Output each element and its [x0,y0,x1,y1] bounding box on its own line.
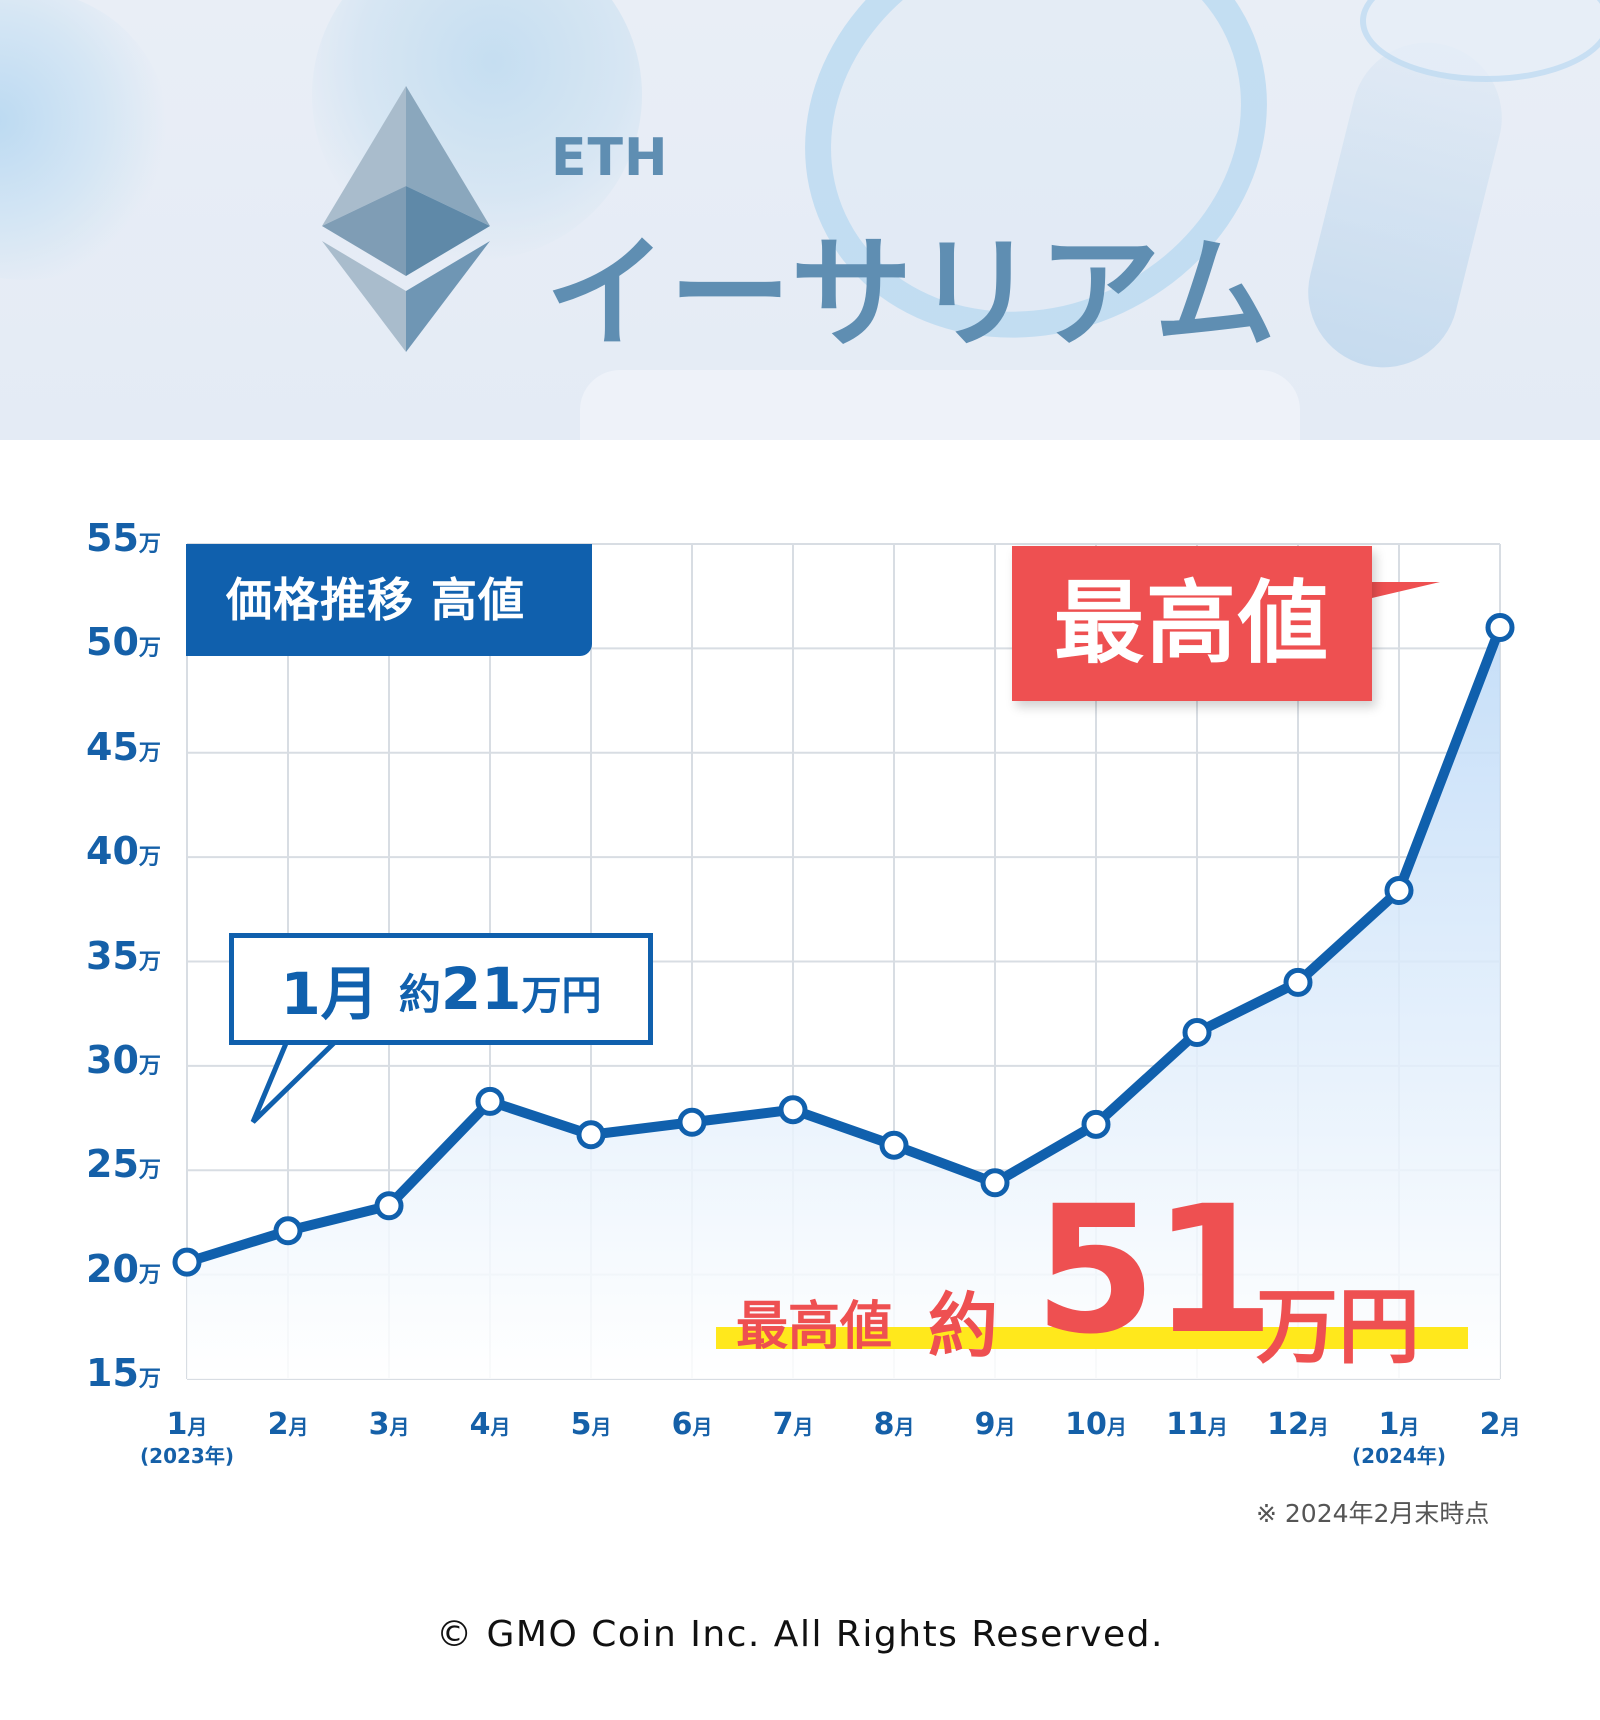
x-tick-label: 11月 [1166,1407,1228,1442]
data-point-1 [172,1247,202,1277]
header-banner: ETH イーサリアム [0,0,1600,440]
page-title: イーサリアム [545,223,1279,365]
start-callout-tail [250,1038,343,1124]
x-tick-label: 8月 [873,1407,915,1442]
start-price-callout: 1月 約21万円 [229,933,653,1045]
x-tick-label: 2月 [267,1407,309,1442]
data-point-11 [1182,1017,1212,1047]
y-tick-label: 45万 [86,724,161,769]
x-tick-label: 1月 (2024年) [1352,1407,1446,1468]
y-tick-label: 50万 [86,620,161,665]
footnote: ※ 2024年2月末時点 [1256,1499,1490,1528]
ethereum-logo-icon [322,86,490,352]
x-tick-label: 12月 [1267,1407,1329,1442]
decorative-slab [580,370,1300,440]
x-tick-sublabel: (2023年) [140,1444,234,1468]
y-tick-label: 30万 [86,1037,161,1082]
ticker-symbol: ETH [551,128,669,188]
x-tick-label: 7月 [772,1407,814,1442]
data-point-10 [1081,1109,1111,1139]
callout-tail [1360,582,1440,598]
x-tick-label: 1月 (2023年) [140,1407,234,1468]
peak-approx: 約 [928,1285,998,1367]
data-point-14 [1485,613,1515,642]
y-tick-label: 35万 [86,933,161,978]
decorative-bubble [0,0,170,280]
data-point-13 [1384,876,1414,906]
peak-value: 51 [1034,1168,1275,1373]
start-unit: 万円 [521,973,602,1019]
data-point-8 [879,1130,909,1160]
data-point-7 [778,1095,808,1125]
peak-prefix: 最高値 [736,1297,893,1357]
peak-price-note: 最高値 約 51 万円 [716,1168,1468,1375]
y-tick-label: 15万 [86,1351,161,1395]
x-tick-sublabel: (2024年) [1352,1444,1446,1468]
chart-title-tag: 価格推移 高値 [186,544,592,656]
x-tick-label: 4月 [469,1407,511,1442]
data-point-6 [677,1107,707,1137]
peak-tag: 最高値 [1012,546,1372,701]
copyright: © GMO Coin Inc. All Rights Reserved. [436,1614,1164,1655]
price-line [182,622,1505,1268]
y-tick-label: 20万 [86,1246,161,1291]
x-tick-label: 3月 [368,1407,410,1442]
start-approx: 約 [398,970,441,1019]
start-value: 21 [440,955,522,1023]
data-point-9 [980,1168,1010,1198]
price-area-fill [187,627,1500,1379]
y-tick-label: 25万 [86,1142,161,1187]
data-point-3 [374,1191,404,1221]
y-tick-label: 55万 [86,516,161,560]
data-point-2 [273,1216,303,1246]
data-point-12 [1283,967,1313,997]
data-point-4 [475,1086,505,1116]
start-month: 1月 [280,960,379,1028]
highlight-bar [716,1327,1468,1349]
start-price: 約21万円 [399,955,602,1023]
x-tick-label: 5月 [570,1407,612,1442]
y-tick-label: 40万 [86,829,161,874]
x-tick-label: 6月 [671,1407,713,1442]
peak-unit: 万円 [1256,1280,1421,1375]
x-tick-label: 9月 [974,1407,1016,1442]
x-tick-label: 10月 [1065,1407,1127,1442]
x-tick-label: 2月 [1479,1407,1521,1442]
data-point-5 [576,1120,606,1150]
